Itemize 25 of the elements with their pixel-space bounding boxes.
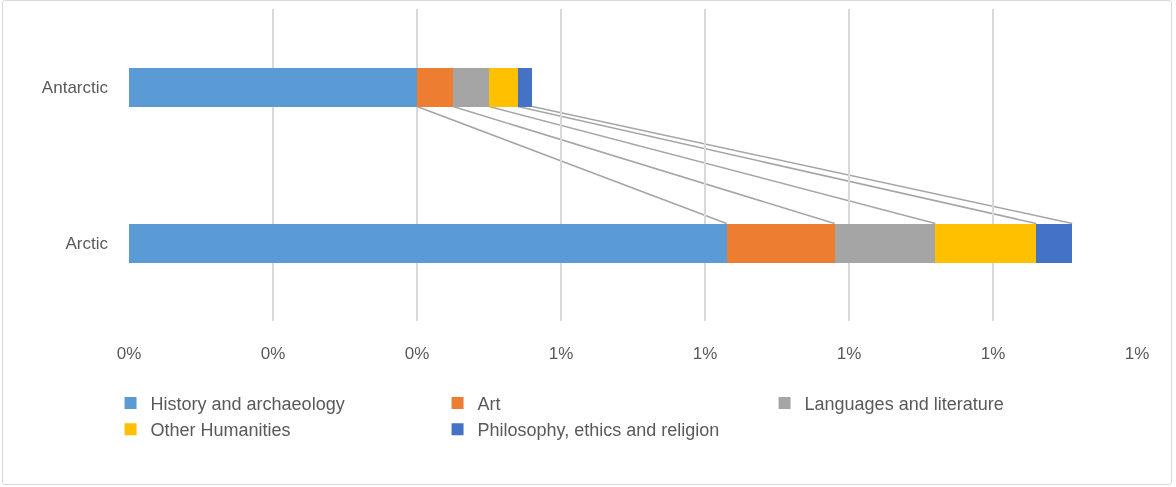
- x-tick-label: 1%: [980, 344, 1006, 363]
- bar: [129, 223, 727, 263]
- bar: [417, 67, 453, 107]
- y-tick-label: Antarctic: [41, 77, 109, 97]
- x-tick-label: 0%: [116, 344, 142, 363]
- bar: [129, 67, 417, 107]
- x-tick-label: 1%: [692, 344, 718, 363]
- bar: [935, 223, 1037, 263]
- x-tick-label: 0%: [404, 344, 430, 363]
- legend-label: Languages and literature: [804, 393, 1004, 414]
- bar: [726, 223, 835, 263]
- bar: [453, 67, 489, 107]
- legend-label: Other Humanities: [150, 420, 291, 441]
- bar: [1036, 223, 1073, 263]
- x-tick-label: 0%: [260, 344, 286, 363]
- bar: [489, 67, 518, 107]
- y-tick-label: Arctic: [65, 233, 109, 253]
- x-tick-label: 1%: [548, 344, 574, 363]
- bar: [834, 223, 936, 263]
- bar: [517, 67, 533, 107]
- legend-label: History and archaeology: [150, 393, 345, 414]
- x-tick-label: 1%: [836, 344, 862, 363]
- legend-label: Art: [477, 393, 501, 414]
- legend-label: Philosophy, ethics and religion: [477, 420, 720, 441]
- x-tick-label: 1%: [1124, 344, 1150, 363]
